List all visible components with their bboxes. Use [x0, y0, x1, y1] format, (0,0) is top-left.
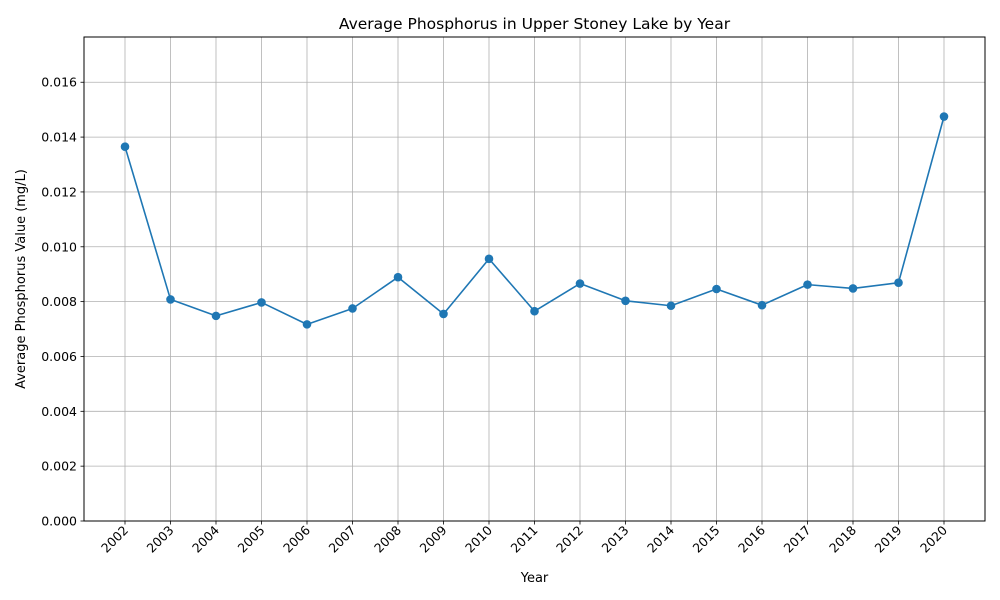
y-tick-label: 0.012 — [41, 184, 77, 199]
grid — [84, 37, 985, 522]
data-point-2007 — [348, 304, 357, 313]
data-point-2015 — [712, 284, 721, 294]
series-group — [120, 112, 949, 329]
data-point-2017 — [803, 280, 812, 289]
y-tick-label: 0.008 — [41, 294, 77, 309]
y-tick-label: 0.016 — [41, 75, 77, 90]
x-axis-label: Year — [520, 571, 549, 586]
data-point-2018 — [848, 284, 858, 293]
y-tick-label: 0.010 — [41, 239, 77, 254]
y-tick-label: 0.014 — [41, 130, 77, 145]
data-point-2009 — [439, 309, 448, 319]
data-point-2011 — [530, 306, 539, 316]
y-tick-label: 0.002 — [41, 459, 77, 474]
y-axis-label: Average Phosphorus Value (mg/L) — [14, 169, 29, 389]
y-tick-label: 0.004 — [41, 404, 77, 419]
data-point-2014 — [666, 301, 676, 311]
y-tick-label: 0.000 — [41, 514, 77, 529]
data-point-2003 — [166, 295, 175, 304]
data-point-2012 — [575, 279, 585, 288]
y-axis: 0.000 0.002 0.004 0.006 0.008 0.010 0.012 0.014… — [41, 75, 84, 529]
data-point-2020 — [939, 112, 949, 121]
data-point-2013 — [621, 296, 630, 306]
data-point-2005 — [257, 298, 266, 307]
data-point-2008 — [393, 272, 403, 282]
data-point-2004 — [211, 311, 221, 321]
data-point-2002 — [120, 142, 130, 151]
data-point-2010 — [484, 254, 494, 264]
y-tick-label: 0.006 — [41, 349, 77, 364]
data-point-2006 — [302, 320, 312, 329]
data-point-2016 — [757, 300, 767, 310]
chart-title: Average Phosphorus in Upper Stoney Lake … — [339, 15, 731, 33]
data-point-2019 — [894, 278, 903, 288]
